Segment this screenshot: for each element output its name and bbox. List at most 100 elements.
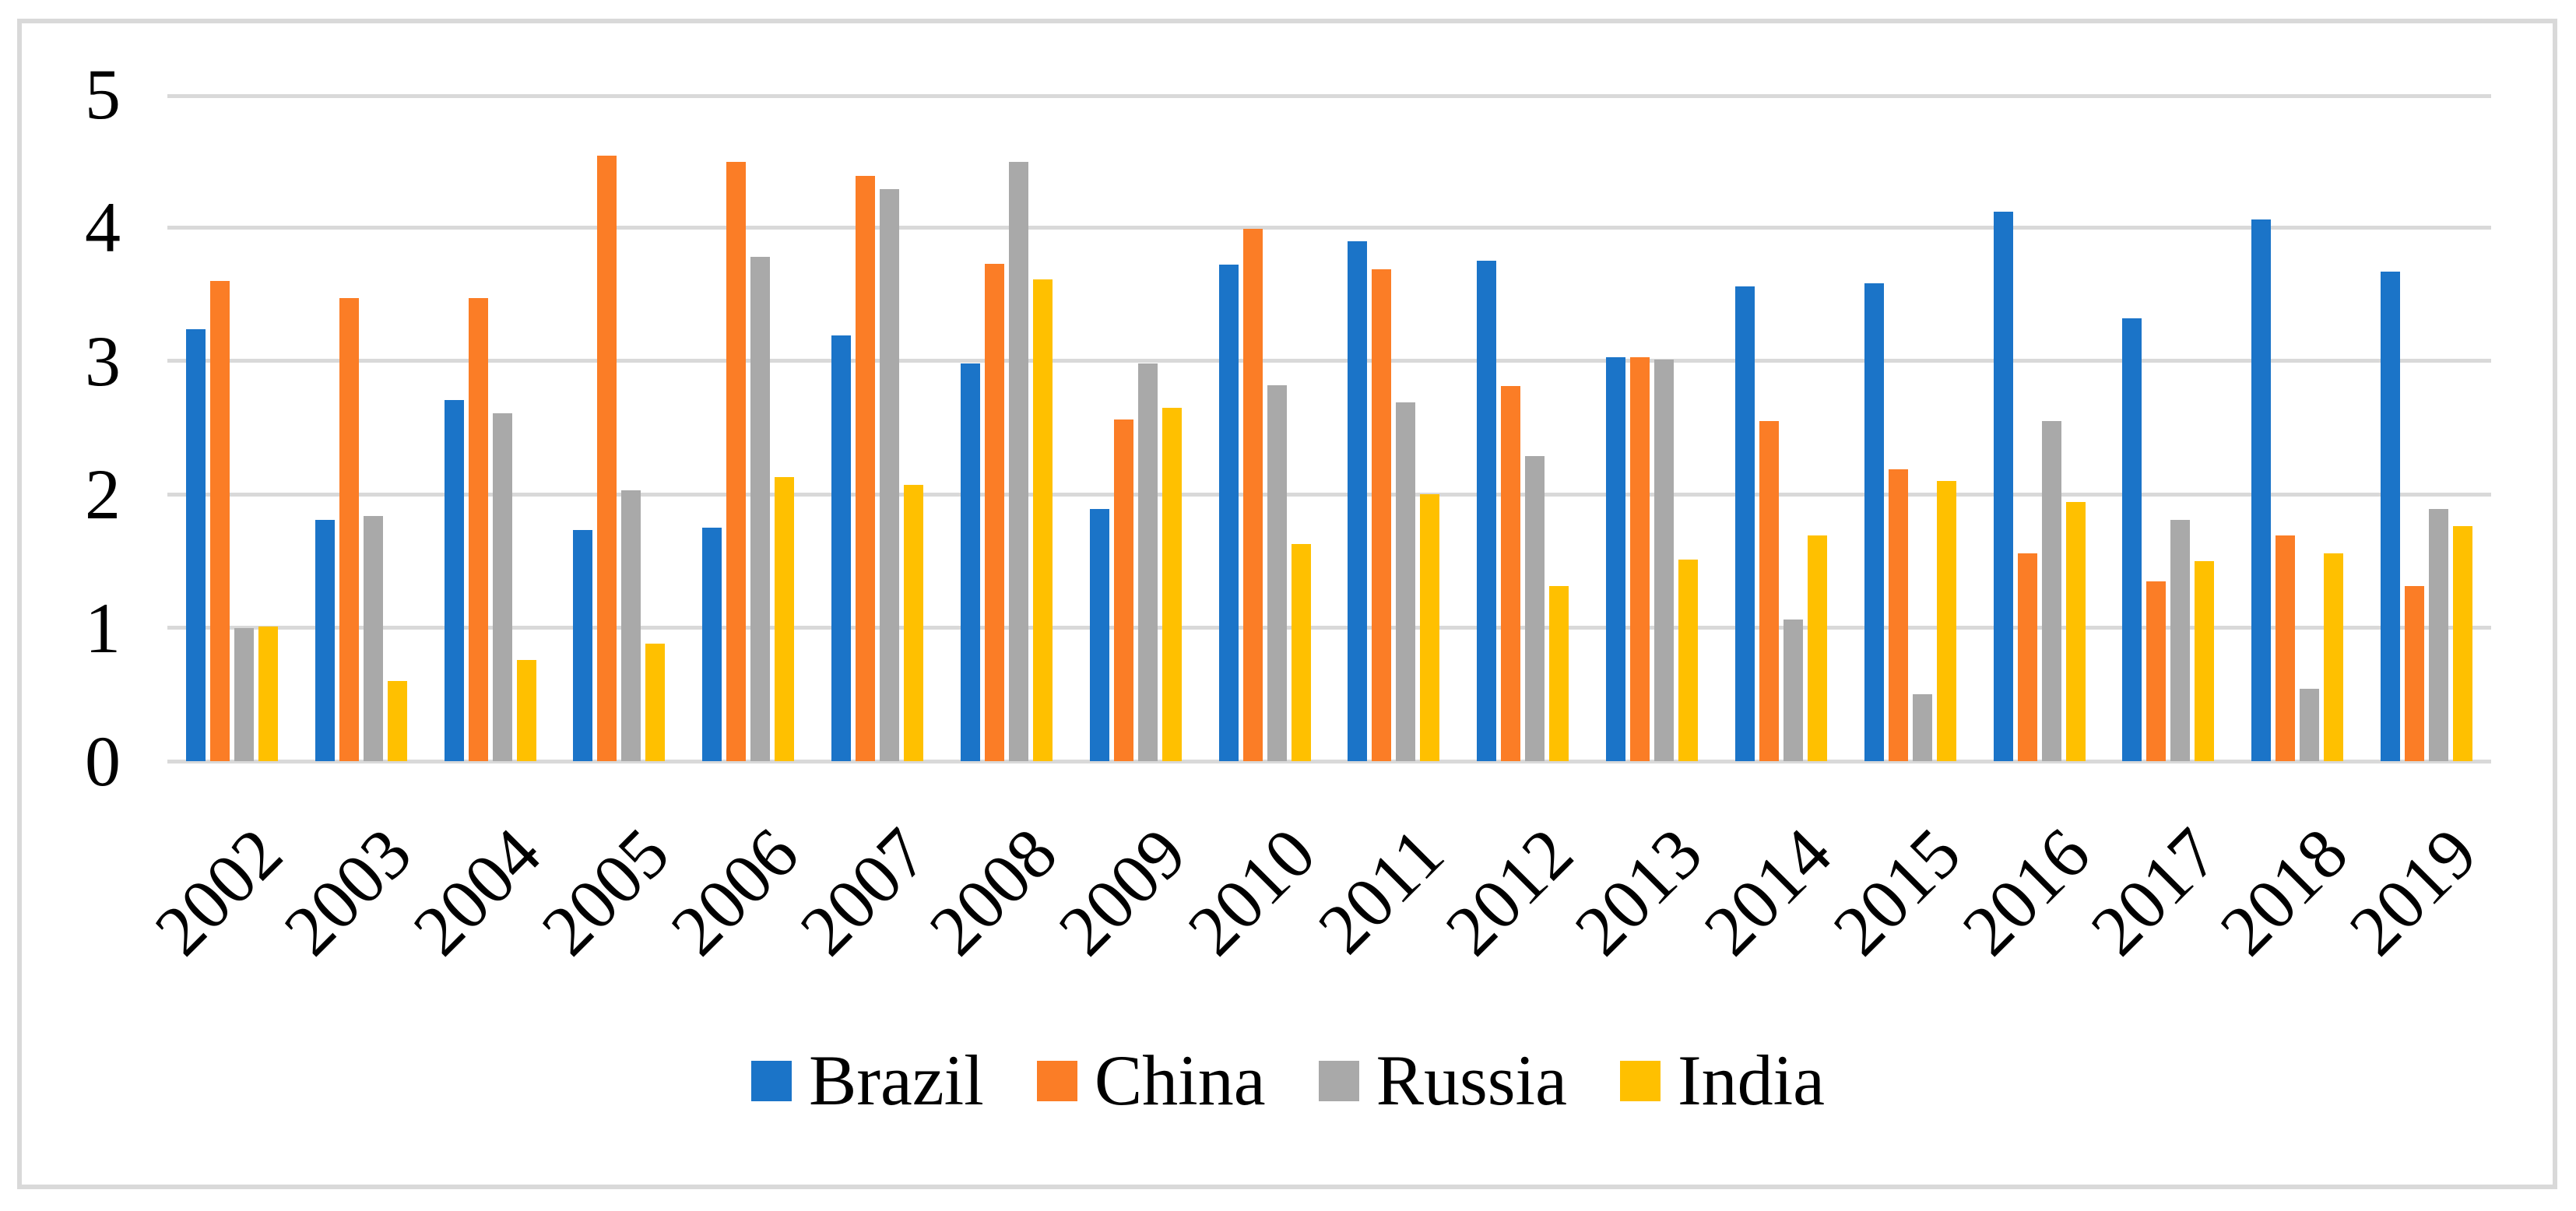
bar-china-2019 — [2405, 586, 2425, 761]
bar-china-2011 — [1372, 269, 1392, 761]
bar-group-2012 — [1458, 94, 1587, 761]
bar-brazil-2003 — [315, 519, 335, 761]
bar-china-2003 — [339, 298, 359, 761]
bar-china-2017 — [2146, 581, 2167, 761]
bar-brazil-2009 — [1089, 509, 1109, 761]
bar-china-2016 — [2017, 553, 2037, 761]
bar-group-2008 — [942, 94, 1071, 761]
bar-group-2003 — [297, 94, 426, 761]
gridline-1 — [167, 626, 2491, 630]
bar-russia-2009 — [1137, 363, 1158, 761]
bar-china-2004 — [468, 298, 488, 761]
bar-group-2006 — [684, 94, 813, 761]
bar-russia-2018 — [2300, 689, 2320, 761]
bar-group-2016 — [1975, 94, 2104, 761]
bar-russia-2015 — [1912, 694, 1932, 761]
bar-group-2005 — [555, 94, 684, 761]
legend-item-india: India — [1619, 1041, 1825, 1120]
y-tick-label-4: 4 — [85, 188, 121, 268]
legend-item-russia: Russia — [1318, 1041, 1567, 1120]
bar-russia-2003 — [363, 515, 383, 761]
bar-group-2004 — [426, 94, 555, 761]
bar-group-2013 — [1587, 94, 1717, 761]
bar-brazil-2013 — [1606, 356, 1626, 761]
bar-brazil-2008 — [960, 363, 980, 761]
bar-india-2008 — [1032, 279, 1053, 761]
bar-china-2018 — [2276, 535, 2296, 761]
bar-russia-2016 — [2041, 420, 2061, 761]
bar-group-2017 — [2104, 94, 2233, 761]
chart-border — [17, 19, 2557, 1189]
gridline-2 — [167, 492, 2491, 497]
bar-china-2012 — [1501, 386, 1521, 761]
bar-china-2015 — [1888, 469, 1908, 761]
bar-russia-2004 — [492, 412, 512, 761]
bar-india-2010 — [1291, 543, 1311, 761]
plot-area — [167, 94, 2491, 763]
bar-india-2007 — [904, 485, 924, 761]
bar-russia-2013 — [1654, 360, 1675, 761]
bar-india-2009 — [1161, 407, 1182, 761]
bar-china-2009 — [1113, 419, 1133, 761]
y-tick-label-3: 3 — [85, 321, 121, 401]
bar-group-2007 — [813, 94, 942, 761]
bar-group-2011 — [1330, 94, 1459, 761]
bar-russia-2006 — [750, 257, 771, 761]
bar-russia-2010 — [1267, 384, 1287, 761]
bar-china-2008 — [984, 263, 1004, 761]
y-tick-label-2: 2 — [85, 455, 121, 535]
bar-brazil-2016 — [1993, 211, 2013, 761]
legend-swatch-china — [1036, 1060, 1077, 1101]
legend-label: Russia — [1376, 1041, 1567, 1120]
bar-brazil-2017 — [2122, 318, 2142, 761]
bar-india-2011 — [1420, 494, 1440, 761]
bar-russia-2017 — [2170, 519, 2191, 761]
legend-label: India — [1677, 1041, 1825, 1120]
bar-india-2004 — [516, 659, 536, 761]
gridline-4 — [167, 225, 2491, 230]
bar-china-2006 — [726, 162, 747, 761]
bar-russia-2002 — [234, 627, 254, 761]
bar-china-2013 — [1630, 356, 1650, 761]
bar-brazil-2018 — [2251, 219, 2272, 761]
bar-india-2003 — [387, 681, 407, 761]
bar-brazil-2005 — [573, 530, 593, 761]
bar-india-2005 — [645, 644, 666, 761]
legend: Brazil China Russia India — [0, 1041, 2576, 1120]
bar-brazil-2006 — [702, 528, 722, 761]
bar-brazil-2019 — [2381, 271, 2401, 761]
bar-russia-2007 — [880, 188, 900, 761]
bar-group-2015 — [1846, 94, 1975, 761]
gridline-0 — [167, 759, 2491, 763]
bar-china-2007 — [856, 175, 876, 761]
bar-brazil-2010 — [1218, 265, 1239, 761]
bar-china-2014 — [1759, 420, 1779, 761]
bar-brazil-2007 — [831, 335, 852, 761]
bar-brazil-2004 — [444, 399, 464, 761]
bar-india-2013 — [1678, 560, 1699, 761]
bar-russia-2014 — [1783, 620, 1803, 761]
bar-russia-2005 — [621, 490, 641, 761]
bar-india-2002 — [258, 626, 278, 761]
bar-india-2006 — [775, 476, 795, 761]
y-tick-label-1: 1 — [85, 588, 121, 668]
bar-russia-2011 — [1396, 402, 1416, 761]
legend-swatch-india — [1619, 1060, 1661, 1101]
bar-group-2010 — [1200, 94, 1330, 761]
bar-group-2019 — [2362, 94, 2491, 761]
gridline-3 — [167, 359, 2491, 363]
legend-swatch-brazil — [751, 1060, 792, 1101]
bar-india-2019 — [2453, 526, 2473, 761]
gridline-5 — [167, 94, 2491, 98]
bar-india-2016 — [2065, 502, 2086, 761]
legend-swatch-russia — [1318, 1060, 1359, 1101]
bar-group-2014 — [1717, 94, 1846, 761]
bar-russia-2019 — [2429, 509, 2449, 761]
bar-china-2010 — [1242, 229, 1263, 761]
bar-brazil-2002 — [185, 328, 206, 761]
bar-india-2018 — [2324, 553, 2344, 761]
legend-label: China — [1094, 1041, 1266, 1120]
y-tick-label-0: 0 — [85, 721, 121, 801]
bar-china-2002 — [209, 280, 230, 761]
